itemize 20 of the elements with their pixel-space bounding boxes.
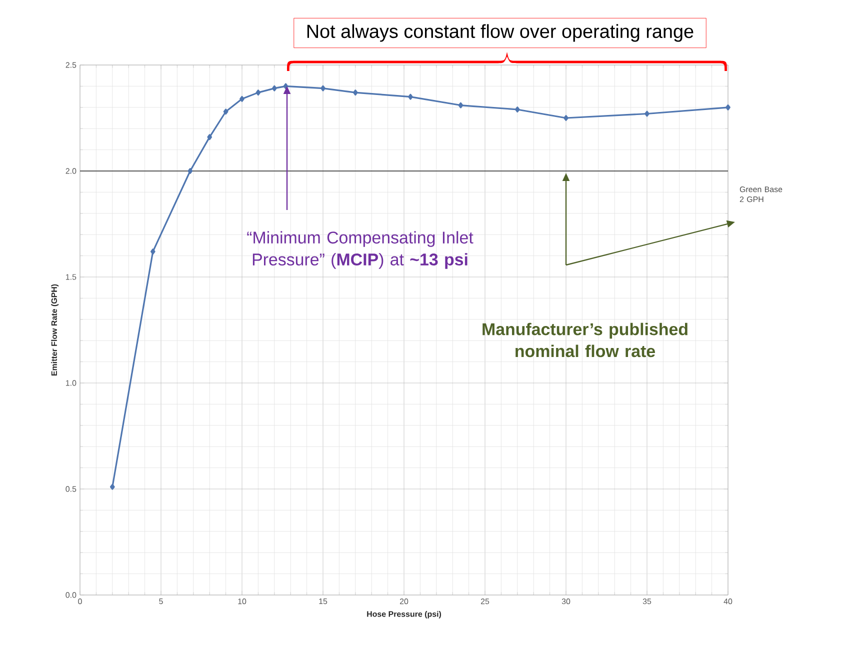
point: [223, 108, 228, 115]
point: [564, 115, 568, 121]
chart-title: Not always constant flow over operating range: [307, 24, 694, 42]
point: [207, 134, 212, 140]
point: [514, 106, 520, 113]
point: [150, 248, 156, 255]
point: [188, 168, 193, 174]
point: [240, 96, 244, 102]
point: [283, 83, 288, 90]
point: [408, 94, 413, 100]
point: [644, 110, 650, 117]
point: [110, 484, 115, 490]
point: [726, 104, 730, 110]
annotation: “Minimum Compensating Inlet Pressure” (MCIP) at ~13 psi: [247, 231, 474, 269]
annotation: Manufacturer’s published nominal flow rate: [482, 322, 688, 358]
point: [458, 102, 464, 108]
point: [352, 90, 358, 96]
point: [272, 85, 277, 92]
point: [320, 85, 326, 92]
point: [256, 90, 261, 96]
